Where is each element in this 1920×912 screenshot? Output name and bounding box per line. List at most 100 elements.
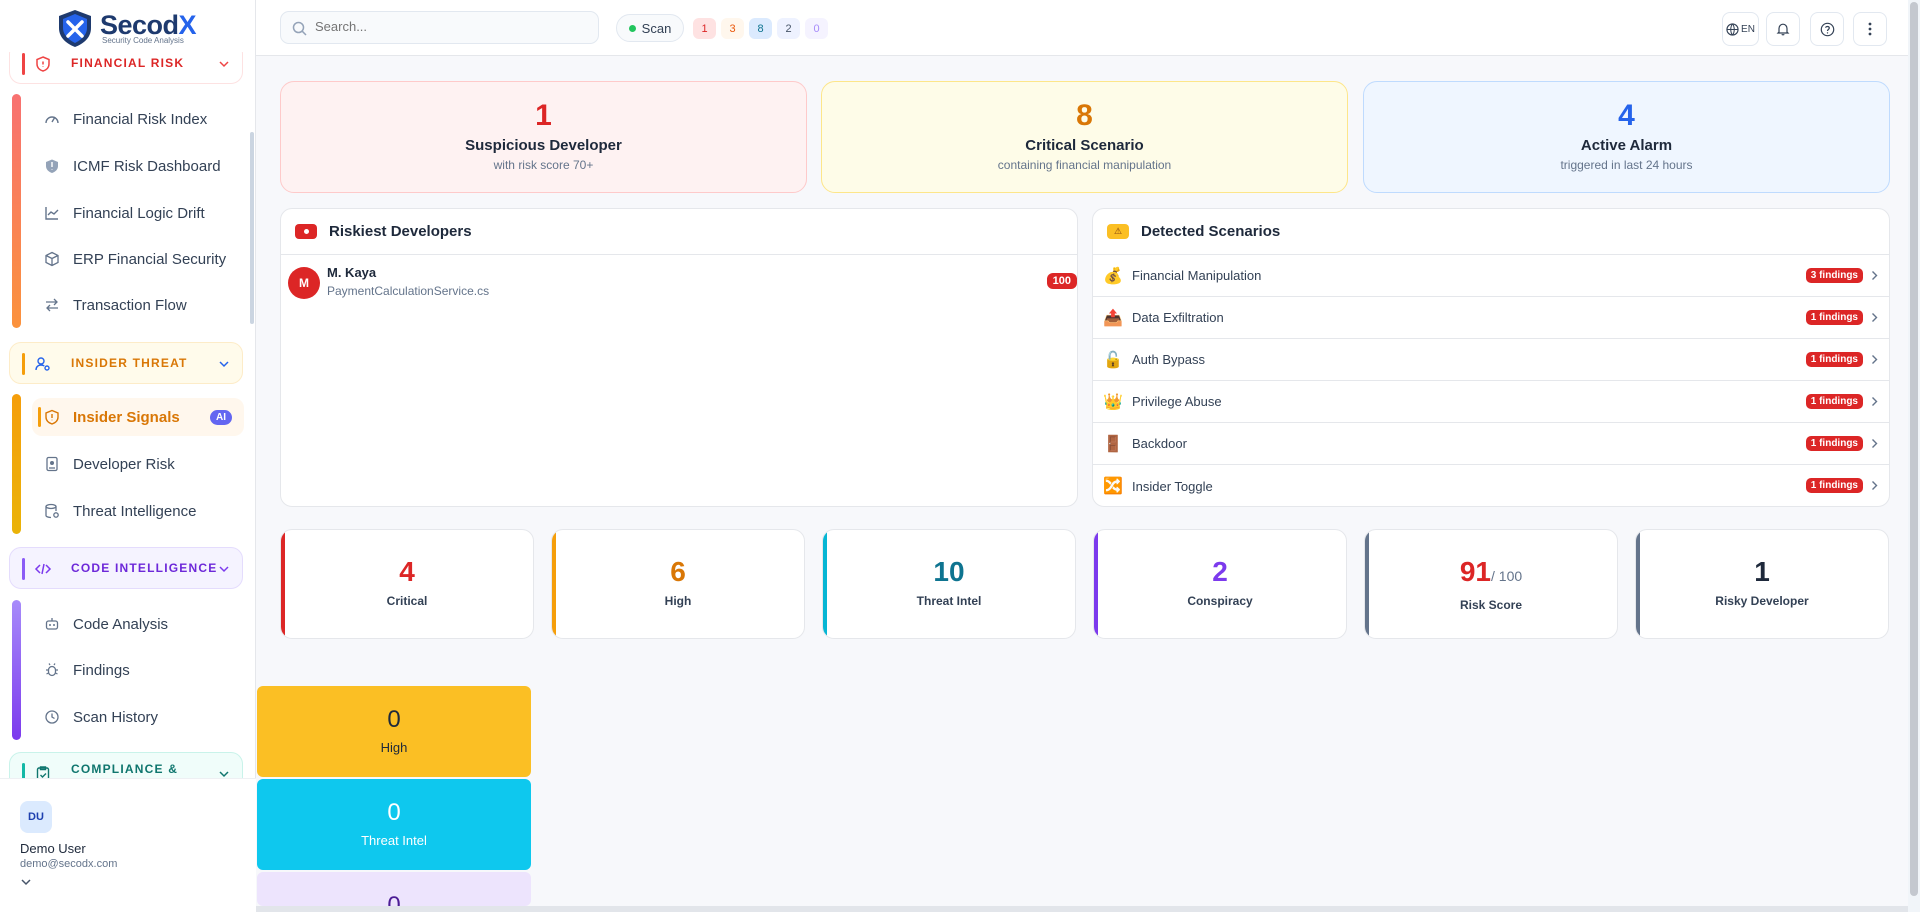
financial-risk-rail xyxy=(12,94,21,328)
scenario-row[interactable]: 🚪 Backdoor 1 findings xyxy=(1093,423,1889,465)
chevron-down-icon[interactable] xyxy=(20,876,32,888)
brand-name: SecodX xyxy=(100,9,197,40)
sidebar-item-code-analysis[interactable]: Code Analysis xyxy=(32,605,244,643)
stat-critical-scenario[interactable]: 8 Critical Scenario containing financial… xyxy=(821,81,1348,193)
scenario-row[interactable]: 👑 Privilege Abuse 1 findings xyxy=(1093,381,1889,423)
count-badge-conspiracy[interactable]: 2 xyxy=(777,18,800,39)
sidebar-item-findings[interactable]: Findings xyxy=(32,651,244,689)
chevron-right-icon xyxy=(1872,439,1878,448)
section-insider-threat[interactable]: INSIDER THREAT xyxy=(9,342,243,384)
chevron-right-icon xyxy=(1872,271,1878,280)
metric-threat-intel[interactable]: 10 Threat Intel xyxy=(822,529,1076,639)
riskiest-developers-panel: Riskiest Developers M M. Kaya PaymentCal… xyxy=(280,208,1078,507)
scenario-row[interactable]: 🔓 Auth Bypass 1 findings xyxy=(1093,339,1889,381)
user-name: Demo User xyxy=(20,841,86,856)
code-icon xyxy=(34,563,52,575)
sidebar-item-financial-logic-drift[interactable]: Financial Logic Drift xyxy=(32,194,244,232)
scenario-row[interactable]: 🔀 Insider Toggle 1 findings xyxy=(1093,465,1889,506)
shield-alert-icon xyxy=(45,409,59,425)
section-code-intelligence[interactable]: CODE INTELLIGENCE xyxy=(9,547,243,589)
section-title: COMPLIANCE & AUDIT xyxy=(71,762,179,778)
count-badge-critical[interactable]: 1 xyxy=(693,18,716,39)
more-menu-button[interactable] xyxy=(1853,12,1887,46)
tile-label: High xyxy=(380,740,408,755)
metric-label: Threat Intel xyxy=(916,594,982,608)
tile-value: 0 xyxy=(387,706,401,733)
horizontal-scrollbar[interactable] xyxy=(256,906,1908,912)
sidebar-item-erp-financial-security[interactable]: ERP Financial Security xyxy=(32,240,244,278)
findings-badge: 1 findings xyxy=(1805,436,1863,451)
metric-high[interactable]: 6 High xyxy=(551,529,805,639)
tile-conspiracy[interactable]: 0 xyxy=(257,872,531,906)
search-icon xyxy=(292,21,307,36)
sidebar-item-label: ICMF Risk Dashboard xyxy=(73,157,221,175)
sidebar-item-financial-risk-index[interactable]: Financial Risk Index xyxy=(32,100,244,138)
chevron-down-icon xyxy=(219,771,229,778)
vertical-scrollbar[interactable] xyxy=(1908,0,1920,912)
shield-alert-icon xyxy=(36,56,50,72)
tile-threat-intel[interactable]: 0 Threat Intel xyxy=(257,779,531,870)
risk-score-value: 91 xyxy=(1459,556,1491,587)
count-badge-threat-intel[interactable]: 8 xyxy=(749,18,772,39)
sidebar: SecodX Security Code Analysis FINANCIAL … xyxy=(0,0,256,912)
user-email: demo@secodx.com xyxy=(20,858,118,870)
user-profile[interactable]: DU Demo User demo@secodx.com xyxy=(0,778,256,912)
top-header: Scan 1 3 8 2 0 EN xyxy=(256,0,1920,56)
sidebar-item-scan-history[interactable]: Scan History xyxy=(32,698,244,736)
chevron-right-icon xyxy=(1872,397,1878,406)
metric-risky-developer[interactable]: 1 Risky Developer xyxy=(1635,529,1889,639)
help-button[interactable] xyxy=(1810,12,1844,46)
tile-value: 0 xyxy=(387,799,401,826)
sidebar-item-developer-risk[interactable]: Developer Risk xyxy=(32,445,244,483)
unlock-icon: 🔓 xyxy=(1103,352,1123,369)
sidebar-item-threat-intelligence[interactable]: Threat Intelligence xyxy=(32,492,244,530)
panel-title: Riskiest Developers xyxy=(329,223,472,240)
metric-value: 6 xyxy=(670,556,686,587)
stat-suspicious-developer[interactable]: 1 Suspicious Developer with risk score 7… xyxy=(280,81,807,193)
stat-active-alarm[interactable]: 4 Active Alarm triggered in last 24 hour… xyxy=(1363,81,1890,193)
count-badge-high[interactable]: 3 xyxy=(721,18,744,39)
count-badge-other[interactable]: 0 xyxy=(805,18,828,39)
section-compliance-audit[interactable]: COMPLIANCE & AUDIT xyxy=(9,752,243,778)
shuffle-icon: 🔀 xyxy=(1103,478,1123,495)
findings-badge: 1 findings xyxy=(1805,352,1863,367)
search-input[interactable] xyxy=(315,19,585,34)
search-box[interactable] xyxy=(280,11,599,44)
metric-conspiracy[interactable]: 2 Conspiracy xyxy=(1093,529,1347,639)
scan-button[interactable]: Scan xyxy=(616,14,684,42)
line-chart-icon xyxy=(45,207,59,220)
sidebar-item-label: Scan History xyxy=(73,708,159,726)
sidebar-nav: FINANCIAL RISK Financial Risk Index ICMF… xyxy=(0,52,252,778)
language-button[interactable]: EN xyxy=(1722,12,1759,46)
insider-threat-rail xyxy=(12,394,21,534)
chevron-down-icon xyxy=(219,361,229,368)
developer-name: M. Kaya xyxy=(327,265,377,280)
brand-tagline: Security Code Analysis xyxy=(102,35,184,45)
scan-label: Scan xyxy=(641,20,672,36)
brand-logo[interactable]: SecodX Security Code Analysis xyxy=(56,8,197,48)
scenario-label: Insider Toggle xyxy=(1132,478,1213,494)
section-financial-risk[interactable]: FINANCIAL RISK xyxy=(9,52,243,84)
tile-high[interactable]: 0 High xyxy=(257,686,531,777)
notifications-button[interactable] xyxy=(1766,12,1800,46)
stat-title: Suspicious Developer xyxy=(465,137,622,154)
chevron-right-icon xyxy=(1872,313,1878,322)
bell-icon xyxy=(1776,23,1790,36)
tile-value: 0 xyxy=(387,892,401,906)
help-circle-icon xyxy=(1820,22,1834,36)
sidebar-item-label: Transaction Flow xyxy=(73,296,187,314)
sidebar-scrollbar[interactable] xyxy=(250,132,254,324)
scenario-row[interactable]: 📤 Data Exfiltration 1 findings xyxy=(1093,297,1889,339)
language-code: EN xyxy=(1741,23,1755,35)
metric-critical[interactable]: 4 Critical xyxy=(280,529,534,639)
sidebar-item-insider-signals[interactable]: Insider Signals AI xyxy=(32,398,244,436)
metric-label: High xyxy=(664,594,692,608)
metric-label: Risk Score xyxy=(1459,598,1523,612)
sidebar-item-icmf-risk-dashboard[interactable]: ICMF Risk Dashboard xyxy=(32,147,244,185)
scrollbar-thumb[interactable] xyxy=(1910,2,1918,896)
developer-row[interactable]: M M. Kaya PaymentCalculationService.cs 1… xyxy=(287,263,1077,303)
detected-scenarios-panel: ⚠ Detected Scenarios 💰 Financial Manipul… xyxy=(1092,208,1890,507)
metric-risk-score[interactable]: 91/ 100 Risk Score xyxy=(1364,529,1618,639)
sidebar-item-transaction-flow[interactable]: Transaction Flow xyxy=(32,286,244,324)
scenario-row[interactable]: 💰 Financial Manipulation 3 findings xyxy=(1093,255,1889,297)
